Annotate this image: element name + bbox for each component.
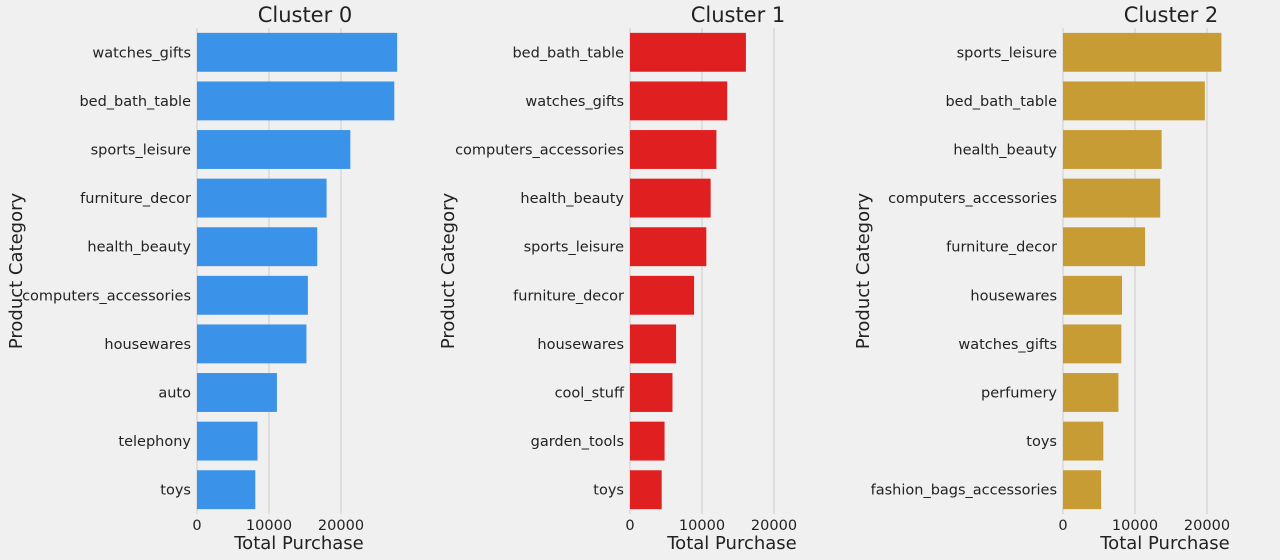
- bar: [1063, 178, 1161, 218]
- y-tick-label: garden_tools: [531, 434, 624, 450]
- y-tick-label: health_beauty: [520, 191, 624, 207]
- x-axis-label: Total Purchase: [666, 533, 797, 554]
- bar: [197, 275, 308, 315]
- bar: [1063, 32, 1222, 72]
- x-tick-label: 20000: [1184, 518, 1230, 534]
- bar: [1063, 130, 1162, 169]
- chart-title: Cluster 1: [691, 3, 786, 27]
- y-axis-label: Product Category: [438, 193, 459, 350]
- y-tick-label: perfumery: [981, 386, 1057, 402]
- bar: [1063, 275, 1123, 315]
- bar: [630, 178, 711, 218]
- y-tick-label: furniture_decor: [513, 288, 624, 304]
- y-tick-label: computers_accessories: [455, 143, 624, 159]
- bar: [197, 227, 318, 267]
- y-tick-label: watches_gifts: [525, 94, 624, 110]
- y-tick-label: watches_gifts: [92, 45, 191, 61]
- x-tick-label: 20000: [318, 518, 364, 534]
- bar: [197, 470, 256, 510]
- y-tick-label: housewares: [970, 288, 1057, 304]
- x-axis-label: Total Purchase: [233, 533, 364, 554]
- y-tick-label: cool_stuff: [555, 386, 625, 402]
- y-tick-label: sports_leisure: [91, 143, 191, 159]
- bar: [197, 81, 395, 121]
- y-tick-label: computers_accessories: [888, 191, 1057, 207]
- y-tick-label: telephony: [118, 434, 191, 450]
- x-tick-label: 20000: [751, 518, 797, 534]
- y-tick-label: housewares: [104, 337, 191, 353]
- y-tick-label: sports_leisure: [957, 45, 1057, 61]
- y-tick-label: furniture_decor: [80, 191, 191, 207]
- bar: [630, 227, 707, 267]
- y-tick-label: toys: [593, 483, 624, 499]
- chart-title: Cluster 2: [1124, 3, 1219, 27]
- y-tick-label: bed_bath_table: [945, 94, 1057, 110]
- bar: [630, 373, 673, 412]
- bar: [630, 470, 662, 510]
- x-tick-label: 10000: [246, 518, 292, 534]
- bar: [1063, 227, 1146, 267]
- bar: [630, 275, 695, 315]
- bar: [1063, 81, 1205, 121]
- bar: [1063, 324, 1122, 364]
- y-axis-label: Product Category: [6, 193, 27, 350]
- bar: [630, 81, 728, 121]
- x-tick-label: 10000: [1112, 518, 1158, 534]
- bar: [197, 324, 307, 364]
- x-tick-label: 10000: [679, 518, 725, 534]
- y-tick-label: toys: [1026, 434, 1057, 450]
- y-tick-label: sports_leisure: [524, 240, 624, 256]
- x-axis-label: Total Purchase: [1099, 533, 1230, 554]
- y-tick-label: health_beauty: [953, 143, 1057, 159]
- x-tick-label: 0: [625, 518, 634, 534]
- bar: [1063, 373, 1119, 412]
- y-axis-label: Product Category: [853, 193, 874, 350]
- y-tick-label: housewares: [537, 337, 624, 353]
- y-tick-label: fashion_bags_accessories: [871, 483, 1057, 499]
- bar: [197, 130, 351, 169]
- bar: [630, 130, 717, 169]
- y-tick-label: watches_gifts: [958, 337, 1057, 353]
- bar: [197, 373, 277, 412]
- bar: [630, 324, 677, 364]
- y-tick-label: bed_bath_table: [79, 94, 191, 110]
- bar: [630, 32, 746, 72]
- bar: [197, 32, 398, 72]
- bar: [197, 421, 258, 461]
- bar: [1063, 470, 1102, 510]
- y-tick-label: health_beauty: [87, 240, 191, 256]
- chart-title: Cluster 0: [258, 3, 353, 27]
- x-tick-label: 0: [192, 518, 201, 534]
- bar: [1063, 421, 1104, 461]
- y-tick-label: toys: [160, 483, 191, 499]
- bar: [630, 421, 665, 461]
- y-tick-label: bed_bath_table: [512, 45, 624, 61]
- y-tick-label: furniture_decor: [946, 240, 1057, 256]
- x-tick-label: 0: [1058, 518, 1067, 534]
- bar: [197, 178, 327, 218]
- y-tick-label: auto: [158, 386, 191, 402]
- y-tick-label: computers_accessories: [22, 288, 191, 304]
